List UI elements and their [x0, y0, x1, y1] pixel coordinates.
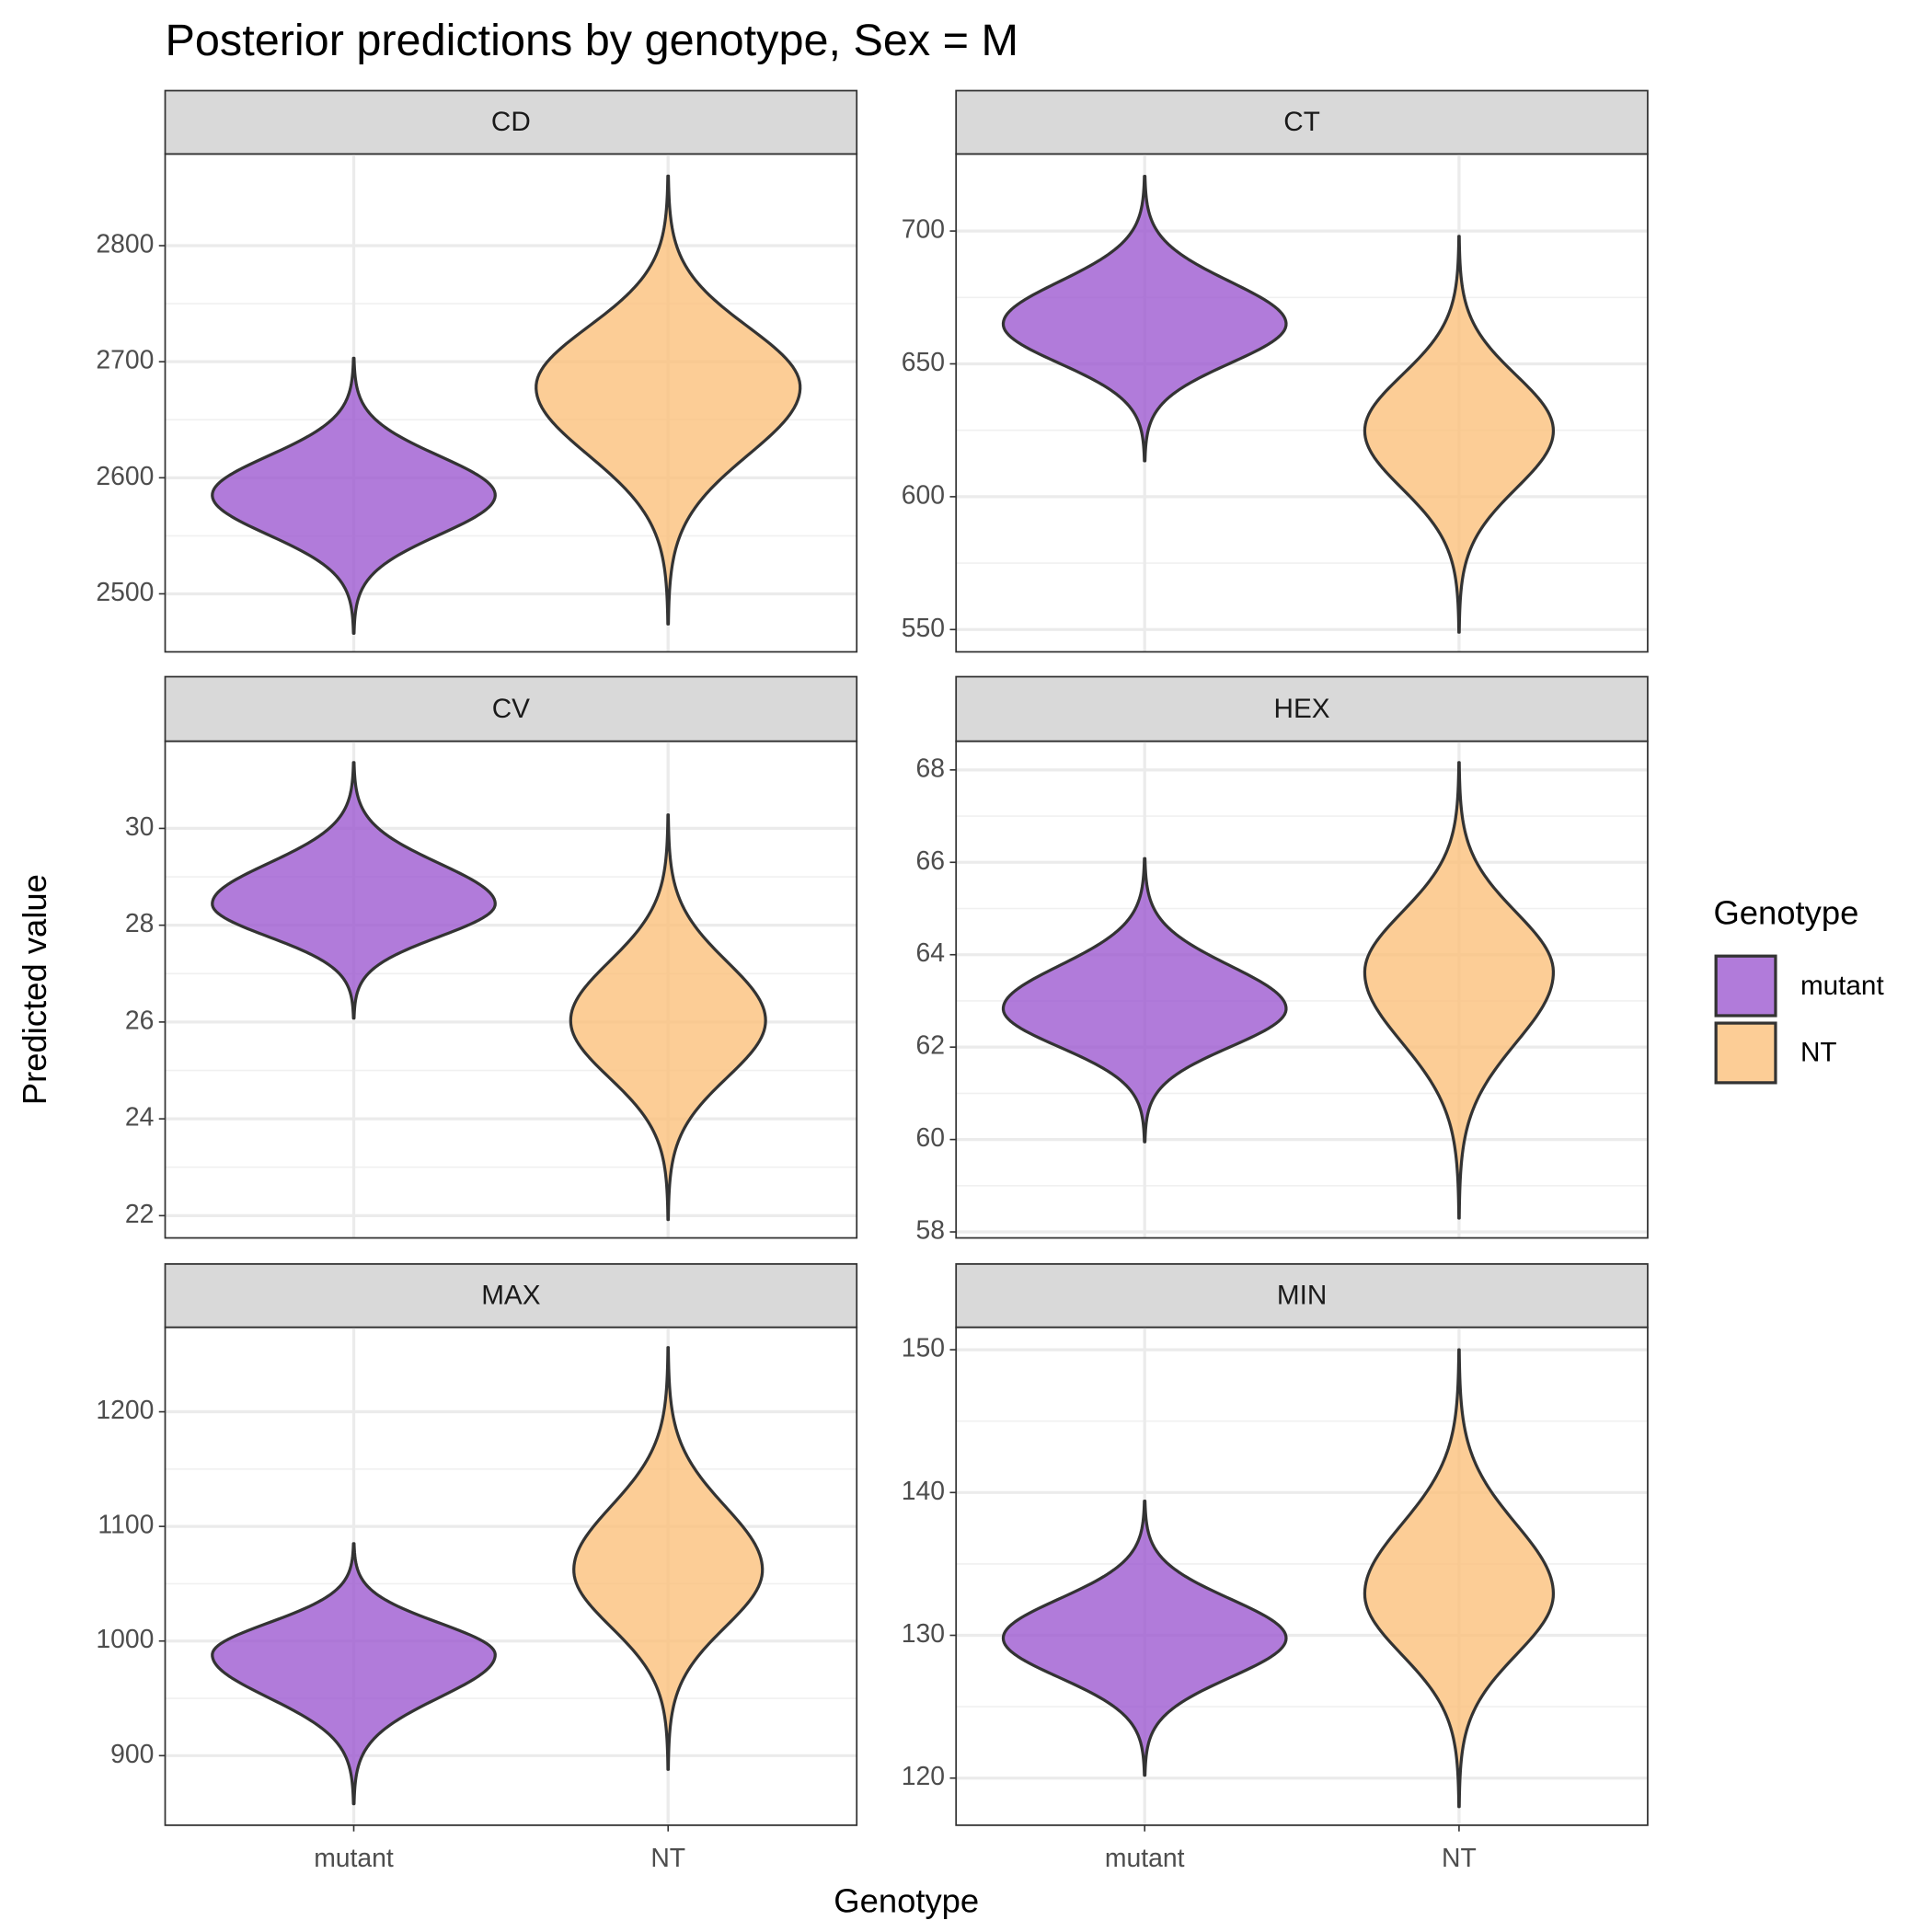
y-tick-label: 60	[916, 1123, 946, 1153]
strip-label: CD	[491, 107, 531, 137]
legend-label: NT	[1800, 1038, 1837, 1068]
legend-title: Genotype	[1713, 893, 1858, 931]
legend-key	[1714, 1021, 1777, 1085]
y-tick-label: 24	[125, 1103, 155, 1133]
y-tick-label: 2800	[96, 229, 154, 259]
strip	[164, 675, 858, 742]
violin	[1363, 235, 1556, 634]
y-tick-label: 22	[125, 1200, 155, 1229]
y-tick-label: 2700	[96, 346, 154, 375]
strip-label: MIN	[1277, 1281, 1327, 1311]
x-tick-label: NT	[1442, 1844, 1477, 1873]
y-axis-title: Predicted value	[16, 874, 53, 1105]
y-tick-label: 58	[916, 1216, 946, 1246]
violin	[1001, 1499, 1288, 1777]
strip-label: CT	[1283, 107, 1320, 137]
y-tick-label: 64	[916, 938, 946, 968]
x-tick-label: mutant	[314, 1844, 394, 1873]
y-tick-label: 26	[125, 1006, 155, 1035]
violin	[572, 1346, 765, 1771]
y-tick-label: 140	[902, 1477, 945, 1506]
violin	[1001, 174, 1288, 463]
violin	[1363, 1348, 1556, 1809]
y-tick-label: 68	[916, 753, 946, 783]
y-tick-label: 130	[902, 1619, 945, 1649]
strip-label: MAX	[481, 1281, 541, 1311]
y-tick-label: 66	[916, 846, 946, 876]
violin	[211, 356, 497, 635]
y-tick-label: 2500	[96, 578, 154, 607]
panel-border	[955, 740, 1649, 1239]
strip	[955, 675, 1649, 742]
y-tick-label: 550	[902, 614, 945, 643]
y-tick-label: 700	[902, 215, 945, 245]
panel-border	[164, 740, 858, 1239]
violin	[1001, 857, 1288, 1144]
x-tick-label: NT	[650, 1844, 685, 1873]
y-tick-label: 30	[125, 812, 155, 842]
x-tick-label: mutant	[1105, 1844, 1185, 1873]
y-tick-label: 1000	[96, 1625, 154, 1654]
y-tick-label: 150	[902, 1334, 945, 1363]
strip-label: HEX	[1274, 694, 1330, 724]
violin	[211, 1542, 497, 1806]
y-tick-label: 600	[902, 480, 945, 510]
y-tick-label: 2600	[96, 462, 154, 491]
chart-title: Posterior predictions by genotype, Sex =…	[165, 16, 1018, 65]
panel-border	[955, 1326, 1649, 1826]
strip	[955, 1263, 1649, 1328]
panel-border	[164, 153, 858, 653]
y-tick-label: 900	[110, 1740, 154, 1769]
strip-label: CV	[492, 694, 530, 724]
y-tick-label: 1200	[96, 1396, 154, 1425]
y-tick-label: 28	[125, 909, 155, 938]
y-tick-label: 120	[902, 1762, 945, 1791]
violin	[569, 813, 767, 1222]
panel-border	[955, 153, 1649, 653]
y-tick-label: 650	[902, 348, 945, 377]
y-tick-label: 1100	[98, 1511, 154, 1540]
violin	[535, 174, 802, 626]
strip	[164, 1263, 858, 1328]
x-axis-title: Genotype	[834, 1882, 979, 1920]
legend-key	[1714, 954, 1777, 1018]
legend-label: mutant	[1800, 971, 1885, 1001]
panel-border	[164, 1326, 858, 1826]
violin	[211, 761, 497, 1020]
violin	[1363, 761, 1556, 1220]
y-tick-label: 62	[916, 1031, 946, 1061]
strip	[164, 89, 858, 155]
